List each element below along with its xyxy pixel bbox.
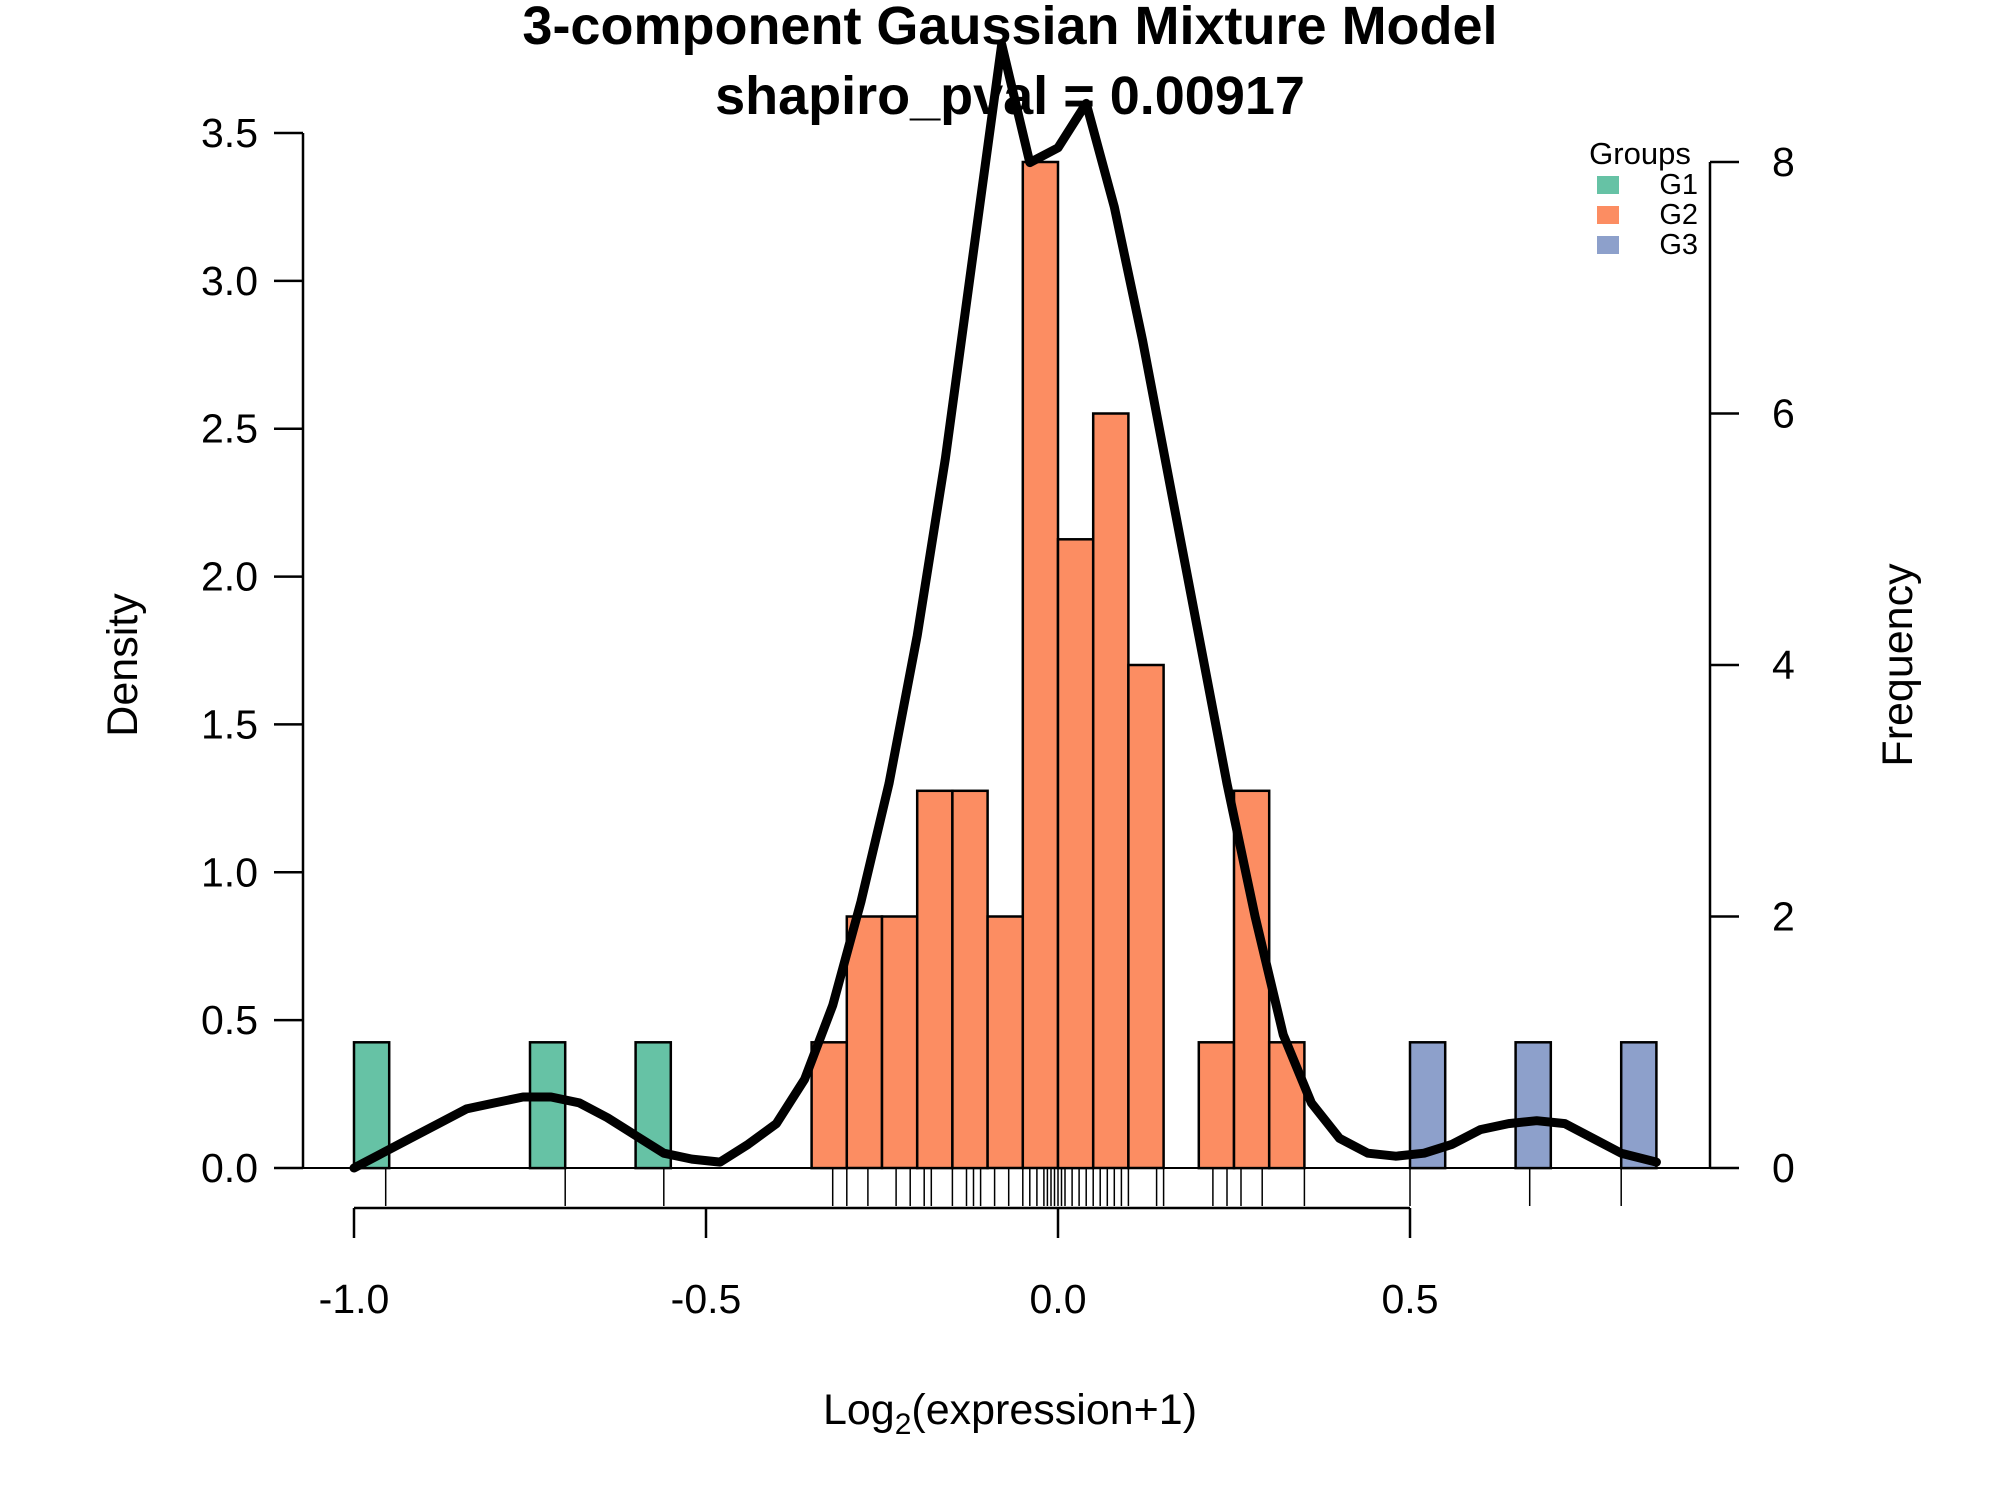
- left-axis-tick-label: 2.0: [201, 554, 258, 600]
- x-axis-label-main: Log: [823, 1386, 895, 1434]
- right-axis-tick-label: 2: [1772, 894, 1795, 940]
- histogram-bar-g1: [528, 1041, 567, 1170]
- bottom-axis-tick-label: -1.0: [319, 1276, 390, 1322]
- bottom-x-axis: -1.0 -0.5 0.0 0.5: [319, 1206, 1439, 1322]
- histogram-bar-g2: [880, 915, 919, 1170]
- chart-title: 3-component Gaussian Mixture Model: [522, 0, 1497, 56]
- legend-swatch-g2: [1597, 206, 1619, 224]
- left-axis-tick-label: 3.0: [201, 258, 258, 304]
- legend-swatch-g1: [1597, 176, 1619, 194]
- right-frequency-axis: 0 2 4 6 8: [303, 139, 1795, 1191]
- histogram-bar-g2: [845, 915, 884, 1170]
- x-axis-label: Log2(expression+1): [823, 1386, 1197, 1441]
- bottom-axis-tick-label: -0.5: [671, 1276, 742, 1322]
- x-axis-label-rest: (expression+1): [911, 1386, 1197, 1434]
- legend-swatch-g3: [1597, 236, 1619, 254]
- y-axis-left-label: Density: [99, 593, 147, 737]
- histogram-bars: [352, 160, 1658, 1170]
- density-curve-layer: [349, 39, 1661, 1173]
- left-density-axis: 0.0 0.5 1.0 1.5 2.0 2.5 3.0 3.5: [201, 110, 305, 1191]
- histogram-bar-g2: [1091, 412, 1130, 1170]
- right-axis-tick-label: 0: [1772, 1145, 1795, 1191]
- right-axis-tick-label: 8: [1772, 139, 1795, 185]
- left-axis-tick-label: 0.0: [201, 1145, 258, 1191]
- legend-label-g3: G3: [1659, 229, 1698, 261]
- legend-title: Groups: [1589, 136, 1691, 171]
- right-axis-tick-label: 4: [1772, 642, 1795, 688]
- bottom-axis-tick-label: 0.0: [1030, 1276, 1087, 1322]
- right-axis-tick-label: 6: [1772, 391, 1795, 437]
- histogram-bar-g3: [1514, 1041, 1553, 1170]
- left-axis-tick-label: 3.5: [201, 110, 258, 156]
- histogram-bar-g2: [1197, 1041, 1236, 1170]
- histogram-bar-g2: [1127, 663, 1165, 1170]
- histogram-bar-g3: [1619, 1041, 1658, 1170]
- left-axis-tick-label: 0.5: [201, 997, 258, 1043]
- x-axis-label-subscript: 2: [895, 1408, 912, 1441]
- histogram-bar-g2: [915, 789, 954, 1170]
- histogram-bar-g2: [951, 789, 989, 1170]
- histogram-bar-g2: [1056, 538, 1095, 1170]
- left-axis-tick-label: 1.5: [201, 701, 258, 747]
- legend-label-g2: G2: [1659, 199, 1698, 231]
- bottom-axis-tick-label: 0.5: [1382, 1276, 1439, 1322]
- histogram-bar-g2: [1267, 1041, 1306, 1170]
- y-axis-right-label: Frequency: [1874, 563, 1922, 767]
- left-axis-tick-label: 2.5: [201, 406, 258, 452]
- histogram-bar-g2: [986, 915, 1025, 1170]
- density-curve: [349, 39, 1661, 1173]
- histogram-bar-g1: [352, 1041, 391, 1170]
- histogram-bar-g2: [1021, 160, 1060, 1170]
- legend-label-g1: G1: [1659, 169, 1698, 201]
- rug-marks: [384, 1168, 1622, 1206]
- left-axis-tick-label: 1.0: [201, 849, 258, 895]
- histogram-bar-g2: [810, 1041, 849, 1170]
